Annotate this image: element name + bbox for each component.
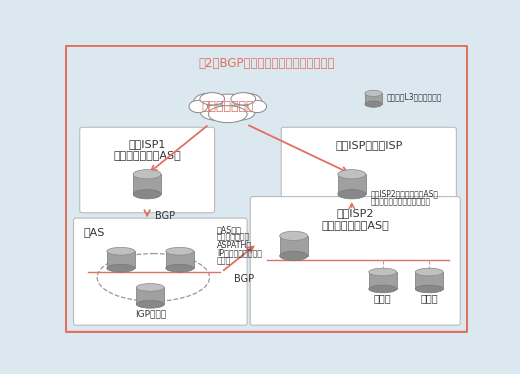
Ellipse shape bbox=[280, 251, 307, 260]
Ellipse shape bbox=[415, 268, 443, 276]
Ellipse shape bbox=[338, 190, 366, 199]
Text: 自ASから: 自ASから bbox=[217, 225, 242, 234]
Ellipse shape bbox=[133, 170, 161, 179]
Text: 図2　BGPを用いた経路制御とその流れ: 図2 BGPを用いた経路制御とその流れ bbox=[198, 57, 335, 70]
Polygon shape bbox=[166, 251, 193, 268]
Polygon shape bbox=[107, 251, 135, 268]
Text: 上流ISPの上流ISP: 上流ISPの上流ISP bbox=[335, 140, 402, 150]
Ellipse shape bbox=[201, 94, 254, 116]
Ellipse shape bbox=[369, 285, 397, 293]
Ellipse shape bbox=[107, 247, 135, 255]
Text: ASPATHや: ASPATHや bbox=[217, 240, 252, 249]
Ellipse shape bbox=[280, 231, 307, 240]
Text: BGP: BGP bbox=[234, 275, 254, 284]
Ellipse shape bbox=[234, 94, 262, 110]
Ellipse shape bbox=[166, 247, 193, 255]
Ellipse shape bbox=[209, 106, 247, 123]
Text: アナウンスする: アナウンスする bbox=[217, 233, 250, 242]
Ellipse shape bbox=[369, 268, 397, 276]
Ellipse shape bbox=[415, 285, 443, 293]
Text: 上流ISP2の下に新しいASが: 上流ISP2の下に新しいASが bbox=[370, 190, 438, 199]
Polygon shape bbox=[280, 236, 307, 256]
Ellipse shape bbox=[248, 100, 267, 113]
Text: 上流ISP1: 上流ISP1 bbox=[128, 139, 166, 149]
Text: （トランジットAS）: （トランジットAS） bbox=[321, 220, 389, 230]
Ellipse shape bbox=[166, 264, 193, 272]
Ellipse shape bbox=[189, 100, 207, 113]
Text: の通知: の通知 bbox=[217, 256, 231, 265]
Text: IGPの設計: IGPの設計 bbox=[135, 310, 166, 319]
Ellipse shape bbox=[136, 283, 164, 291]
Ellipse shape bbox=[107, 264, 135, 272]
Ellipse shape bbox=[231, 93, 256, 105]
Ellipse shape bbox=[200, 93, 225, 105]
Text: ルータ: ルータ bbox=[421, 294, 438, 304]
Text: 追加されることを上流に通知: 追加されることを上流に通知 bbox=[370, 197, 431, 206]
Polygon shape bbox=[369, 272, 397, 289]
Ellipse shape bbox=[223, 105, 255, 120]
Polygon shape bbox=[365, 94, 382, 104]
Ellipse shape bbox=[136, 301, 164, 308]
Text: ルータやL3スイッチなど: ルータやL3スイッチなど bbox=[387, 93, 442, 102]
Text: 上流ISP2: 上流ISP2 bbox=[336, 208, 374, 218]
Text: インターネット: インターネット bbox=[202, 100, 254, 113]
Polygon shape bbox=[136, 288, 164, 304]
Text: 自AS: 自AS bbox=[84, 227, 105, 237]
FancyBboxPatch shape bbox=[66, 46, 467, 332]
Text: ルータ: ルータ bbox=[374, 294, 392, 304]
FancyBboxPatch shape bbox=[80, 127, 215, 213]
Ellipse shape bbox=[201, 105, 233, 120]
Ellipse shape bbox=[365, 90, 382, 96]
Ellipse shape bbox=[193, 94, 222, 110]
Text: IPアドレスブロック: IPアドレスブロック bbox=[217, 248, 262, 257]
Ellipse shape bbox=[338, 170, 366, 179]
Text: BGP: BGP bbox=[155, 211, 175, 221]
FancyBboxPatch shape bbox=[281, 127, 457, 213]
Ellipse shape bbox=[365, 101, 382, 107]
Ellipse shape bbox=[133, 190, 161, 199]
FancyBboxPatch shape bbox=[73, 218, 247, 325]
Polygon shape bbox=[133, 174, 161, 194]
Polygon shape bbox=[415, 272, 443, 289]
FancyBboxPatch shape bbox=[250, 197, 460, 325]
Text: （トランジットAS）: （トランジットAS） bbox=[113, 150, 181, 160]
Polygon shape bbox=[338, 174, 366, 194]
